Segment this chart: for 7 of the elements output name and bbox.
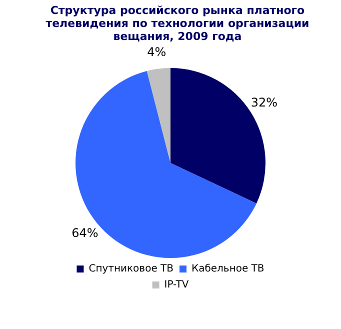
legend-label: IP-TV: [164, 280, 189, 291]
chart-title: Структура российского рынка платного телевидения по технологии организации вещания, 2009 года: [44, 4, 310, 43]
data-label: 32%: [250, 96, 278, 110]
data-label: 4%: [147, 45, 166, 59]
data-label: 64%: [72, 226, 98, 240]
legend-label: Спутниковое ТВ: [88, 264, 174, 275]
legend-label: Кабельное ТВ: [191, 264, 264, 275]
